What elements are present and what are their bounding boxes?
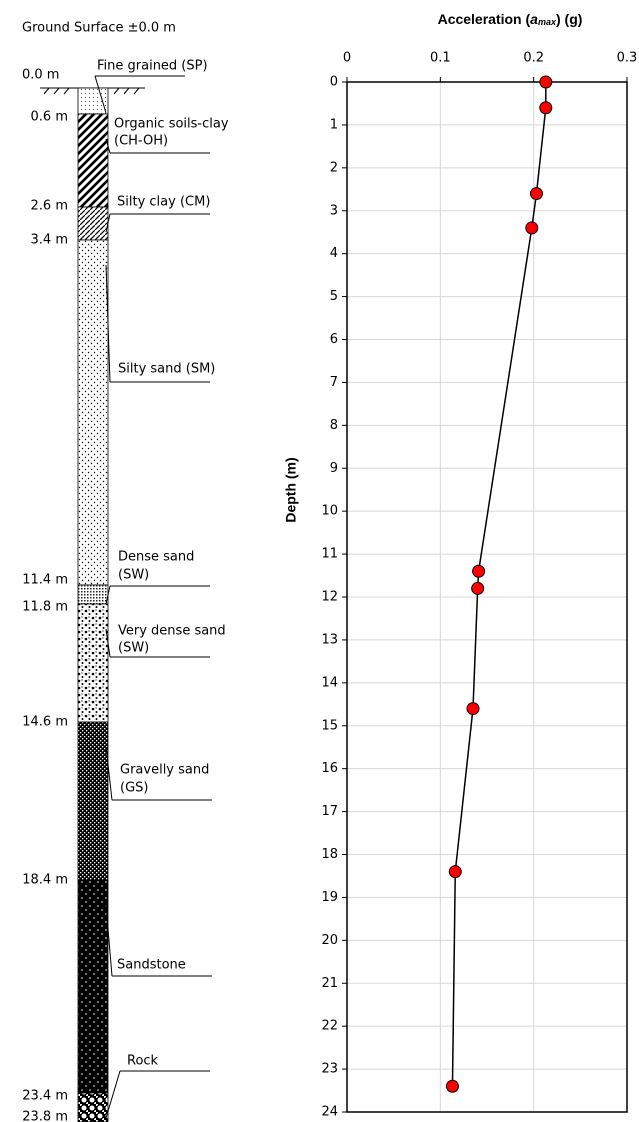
soil-layer: [77, 206, 109, 241]
depth-label: 14.6 m: [22, 715, 68, 730]
soil-layer: [77, 603, 109, 723]
y-tick-label: 17: [321, 804, 338, 819]
chart-title: Acceleration (amax) (g): [438, 11, 583, 28]
y-axis-label: Depth (m): [283, 457, 299, 522]
depth-label: 23.4 m: [22, 1089, 68, 1104]
y-tick-label: 0: [330, 75, 338, 90]
y-tick-label: 16: [321, 761, 338, 776]
layer-name: (SW): [118, 641, 149, 656]
depth-label: 0.0 m: [22, 68, 59, 83]
x-tick-label: 0: [343, 51, 351, 66]
soil-layer: [77, 1092, 109, 1122]
data-point: [529, 187, 543, 201]
data-point: [472, 564, 486, 578]
leader-line: [105, 213, 111, 233]
title-part: max: [538, 17, 557, 27]
y-tick-label: 1: [330, 117, 338, 132]
depth-label: 3.4 m: [31, 233, 68, 248]
layer-name: Dense sand: [118, 550, 194, 565]
soil-layer: [77, 721, 109, 881]
layer-name: Very dense sand: [118, 624, 226, 639]
y-tick-label: 22: [321, 1019, 338, 1034]
ground-surface-label: Ground Surface ±0.0 m: [22, 21, 176, 36]
title-part: Acceleration (: [438, 11, 531, 27]
y-tick-label: 19: [321, 890, 338, 905]
y-tick-label: 12: [321, 590, 338, 605]
layer-name: Sandstone: [117, 958, 186, 973]
plot-frame: [346, 81, 628, 1113]
leader-line: [105, 1070, 121, 1119]
data-point: [539, 75, 553, 89]
y-tick-label: 7: [330, 375, 338, 390]
soil-layer: [77, 87, 109, 115]
depth-label: 2.6 m: [31, 199, 68, 214]
layer-name: Organic soils-clay: [114, 117, 229, 132]
x-tick-label: 0.1: [430, 51, 451, 66]
y-tick-label: 20: [321, 933, 338, 948]
layer-name: Fine grained (SP): [97, 59, 208, 74]
data-point: [539, 101, 553, 115]
x-tick-label: 0.2: [523, 51, 544, 66]
leader-line: [94, 75, 107, 114]
soil-layer: [77, 239, 109, 586]
soil-layer: [77, 879, 109, 1094]
data-point: [466, 702, 480, 716]
depth-label: 23.8 m: [22, 1110, 68, 1122]
leader-line: [105, 628, 111, 658]
y-tick-label: 11: [321, 547, 338, 562]
layer-name: (GS): [120, 781, 148, 796]
leader-line: [105, 585, 111, 605]
y-tick-label: 9: [330, 461, 338, 476]
y-tick-label: 21: [321, 976, 338, 991]
layer-name: Silty clay (CM): [117, 195, 210, 210]
y-tick-label: 10: [321, 504, 338, 519]
y-tick-label: 13: [321, 632, 338, 647]
y-tick-label: 2: [330, 160, 338, 175]
data-point: [445, 1079, 459, 1093]
data-point: [448, 865, 462, 879]
depth-label: 18.4 m: [22, 873, 68, 888]
leader-line: [105, 264, 111, 383]
title-part: ) (g): [556, 11, 582, 27]
y-tick-label: 3: [330, 203, 338, 218]
layer-name: Gravelly sand: [120, 763, 209, 778]
x-tick-label: 0.3: [617, 51, 638, 66]
layer-name: (CH-OH): [114, 134, 168, 149]
title-part: a: [530, 11, 538, 27]
leader-line: [105, 138, 111, 154]
y-tick-label: 4: [330, 246, 338, 261]
y-tick-label: 18: [321, 847, 338, 862]
y-tick-label: 14: [321, 675, 338, 690]
leader-line: [105, 746, 113, 801]
y-tick-label: 15: [321, 718, 338, 733]
depth-label: 11.4 m: [22, 573, 68, 588]
data-point: [525, 221, 539, 235]
y-tick-label: 6: [330, 332, 338, 347]
layer-name: Rock: [127, 1054, 159, 1069]
soil-column: Ground Surface ±0.0 m: [22, 21, 176, 95]
y-tick-label: 5: [330, 289, 338, 304]
y-tick-label: 24: [321, 1105, 338, 1120]
y-tick-label: 8: [330, 418, 338, 433]
layer-name: Silty sand (SM): [118, 362, 215, 377]
soil-layer: [77, 584, 109, 605]
data-point: [471, 581, 485, 595]
depth-label: 0.6 m: [31, 110, 68, 125]
y-tick-label: 23: [321, 1062, 338, 1077]
depth-label: 11.8 m: [22, 600, 68, 615]
leader-line: [105, 904, 113, 977]
layer-name: (SW): [118, 568, 149, 583]
soil-layer: [77, 113, 109, 208]
